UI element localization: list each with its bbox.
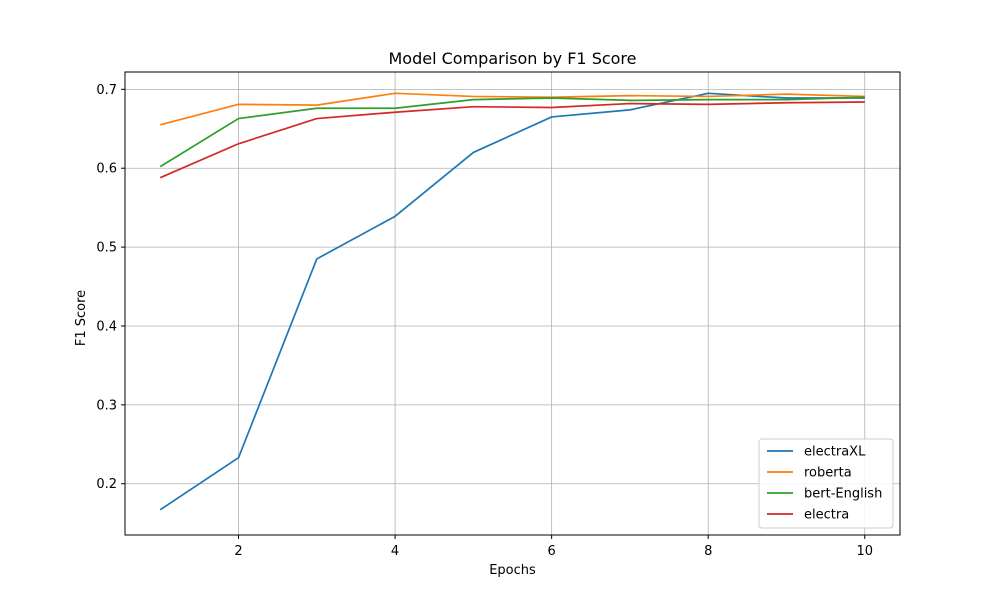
grid-lines — [125, 72, 900, 535]
chart-title: Model Comparison by F1 Score — [389, 49, 637, 68]
series-line-bert-english — [159, 96, 865, 168]
legend: electraXL roberta bert-English electra — [758, 438, 894, 529]
series-line-electra — [159, 101, 865, 179]
y-tick-label: 0.4 — [96, 319, 117, 334]
legend-label: electra — [804, 508, 849, 523]
y-tick-label: 0.5 — [96, 241, 117, 256]
y-axis-label: F1 Score — [74, 290, 89, 346]
y-tick-label: 0.3 — [96, 398, 117, 413]
x-tick-label: 2 — [234, 544, 242, 559]
x-axis-label: Epochs — [489, 563, 536, 578]
plot-frame — [124, 71, 901, 536]
legend-label: roberta — [804, 466, 852, 481]
series-line-roberta — [160, 92, 865, 126]
y-tick-label: 0.6 — [96, 162, 117, 177]
x-tick-label: 8 — [704, 544, 712, 559]
y-tick-label: 0.7 — [96, 83, 117, 98]
x-tick-label: 4 — [391, 544, 399, 559]
x-tick-label: 10 — [856, 544, 873, 559]
y-axis-ticks: 0.2 0.3 0.4 0.5 0.6 0.7 — [96, 83, 125, 492]
x-tick-label: 6 — [548, 544, 556, 559]
x-axis-ticks: 2 4 6 8 10 — [234, 535, 873, 559]
y-tick-label: 0.2 — [96, 477, 117, 492]
legend-label: bert-English — [804, 487, 882, 502]
series-lines — [159, 92, 865, 511]
legend-box — [758, 438, 894, 529]
legend-label: electraXL — [804, 445, 866, 460]
